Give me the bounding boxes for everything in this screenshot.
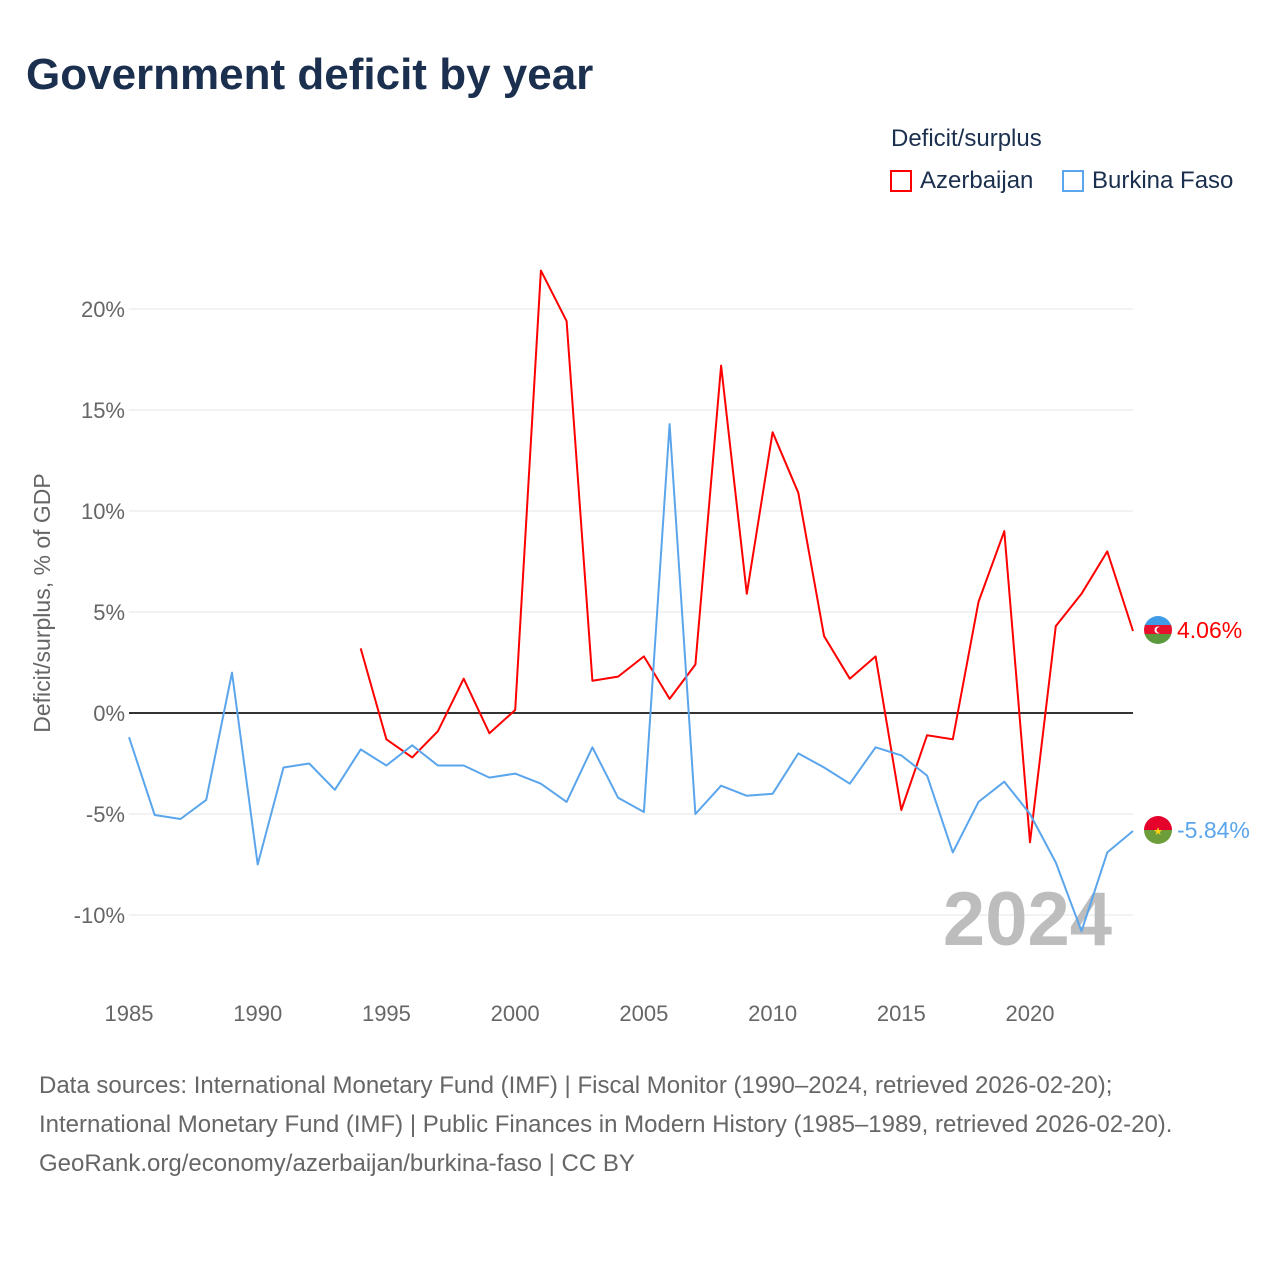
y-tick-label: 10% bbox=[81, 499, 125, 524]
y-tick-label: -10% bbox=[74, 903, 125, 928]
x-tick-label: 1990 bbox=[233, 1001, 282, 1026]
legend-item-burkina-faso[interactable]: Burkina Faso bbox=[1062, 167, 1233, 195]
legend-label: Burkina Faso bbox=[1092, 167, 1234, 194]
x-tick-label: 2010 bbox=[748, 1001, 797, 1026]
x-tick-label: 2000 bbox=[491, 1001, 540, 1026]
end-label-burkina-faso: -5.84% bbox=[1177, 817, 1250, 843]
series-line-burkina-faso bbox=[128, 423, 1134, 933]
attribution-link[interactable]: GeoRank.org/economy/azerbaijan/burkina-f… bbox=[39, 1150, 635, 1177]
x-tick-label: 2020 bbox=[1006, 1001, 1055, 1026]
legend-swatch bbox=[1062, 170, 1084, 192]
y-tick-label: -5% bbox=[86, 802, 125, 827]
year-watermark: 2024 bbox=[943, 877, 1112, 962]
y-tick-label: 0% bbox=[93, 701, 125, 726]
x-tick-label: 2005 bbox=[619, 1001, 668, 1026]
svg-text:★: ★ bbox=[1153, 826, 1163, 838]
y-tick-label: 15% bbox=[81, 398, 125, 423]
x-tick-label: 1985 bbox=[105, 1001, 154, 1026]
chart-title: Government deficit by year bbox=[26, 50, 594, 99]
x-tick-label: 2015 bbox=[877, 1001, 926, 1026]
y-tick-label: 5% bbox=[93, 600, 125, 625]
end-label-azerbaijan: 4.06% bbox=[1177, 617, 1242, 643]
legend-item-azerbaijan[interactable]: Azerbaijan bbox=[890, 167, 1033, 195]
flag-azerbaijan-icon bbox=[1144, 616, 1172, 644]
legend-title: Deficit/surplus bbox=[891, 125, 1042, 152]
series-line-azerbaijan bbox=[359, 269, 1134, 844]
x-tick-label: 1995 bbox=[362, 1001, 411, 1026]
y-tick-label: 20% bbox=[81, 297, 125, 322]
sources-footer: Data sources: International Monetary Fun… bbox=[39, 1066, 1239, 1183]
y-axis-label: Deficit/surplus, % of GDP bbox=[29, 473, 55, 732]
legend-swatch bbox=[890, 170, 912, 192]
flag-burkina-faso-icon: ★ bbox=[1144, 816, 1172, 844]
data-sources-text: Data sources: International Monetary Fun… bbox=[39, 1072, 1173, 1138]
legend-label: Azerbaijan bbox=[920, 167, 1034, 194]
